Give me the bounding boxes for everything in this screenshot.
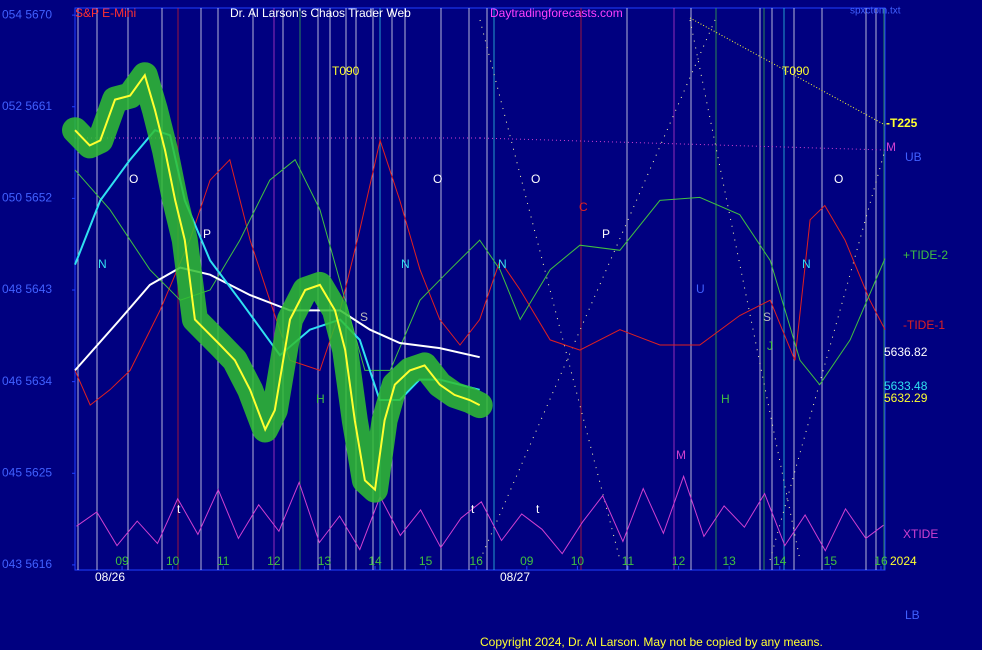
x-tick-label: 15 [419,554,433,568]
series-line [74,138,886,406]
annotation: N [802,257,811,271]
x-tick-label: 15 [824,554,838,568]
dotted-cycle [689,19,801,561]
last-value: 5632.29 [884,391,928,405]
annotation: -T225 [886,116,918,130]
time-lines [77,8,885,570]
series-line [74,72,481,492]
y-tick-label: 054 5670 [2,7,52,21]
annotation: P [203,227,211,241]
y-tick-label: 043 5616 [2,557,52,571]
annotation: t [471,502,475,516]
y-tick-label: 052 5661 [2,99,52,113]
series-line [76,474,884,555]
annotation: M [886,140,896,154]
annotation: S [763,310,771,324]
copyright: Copyright 2024, Dr. Al Larson. May not b… [480,635,823,649]
annotation: C [579,200,588,214]
annotation: LB [905,608,920,622]
annotation: O [834,172,843,186]
date-label: 08/27 [500,570,530,584]
x-tick-label: 13 [318,554,332,568]
y-tick-label: 045 5625 [2,465,52,479]
y-tick-label: 046 5634 [2,374,52,388]
date-label: 08/26 [95,570,125,584]
dotted-cycle [769,149,886,561]
annotation: S [360,310,368,324]
last-value: 5636.82 [884,345,928,359]
annotation: P [602,227,610,241]
x-tick-label: 12 [672,554,686,568]
last-value: 5633.48 [884,379,928,393]
file-name: spxctom.txt [850,6,901,17]
series-line [74,266,480,372]
annotation: t [177,502,181,516]
x-tick-label: 14 [773,554,787,568]
series-name: +TIDE-2 [903,248,948,262]
x-tick-label: 16 [470,554,484,568]
y-tick-label: 048 5643 [2,282,52,296]
annotation: H [721,392,730,406]
annotation: N [401,257,410,271]
series-name: XTIDE [903,527,938,541]
x-tick-label: 11 [622,554,635,568]
annotation: T090 [782,64,810,78]
annotation: H [316,392,325,406]
x-tick-label: 09 [115,554,129,568]
site: Daytradingforecasts.com [490,6,623,20]
annotation: T090 [332,64,360,78]
plot-frame [74,7,886,571]
dotted-cycle [479,19,716,561]
series-name: -TIDE-1 [903,318,945,332]
x-tick-label: 09 [520,554,534,568]
x-tick-label: 11 [217,554,230,568]
y-tick-label: 050 5652 [2,191,52,205]
annotation: N [98,257,107,271]
annotation: UB [905,150,922,164]
annotation: U [696,282,705,296]
chart-title: Dr. Al Larson's Chaos Trader Web [230,6,411,20]
instrument: S&P E-Mini [75,6,136,20]
annotation: M [676,448,686,462]
dotted-trend [689,17,886,126]
annotation: N [498,257,507,271]
annotation: O [531,172,540,186]
x-tick-label: 16 [874,554,888,568]
annotation: O [129,172,138,186]
x-tick-label: 12 [267,554,281,568]
annotation: J [767,339,773,353]
plot: 043 5616 045 5625 046 5634 048 5643 050 5652… [2,7,948,571]
year: 2024 [890,554,917,568]
annotation: O [433,172,442,186]
annotation: t [536,502,540,516]
x-tick-label: 10 [166,554,180,568]
series-line [74,158,886,386]
x-tick-label: 10 [571,554,585,568]
x-tick-label: 13 [722,554,736,568]
x-tick-label: 14 [368,554,382,568]
